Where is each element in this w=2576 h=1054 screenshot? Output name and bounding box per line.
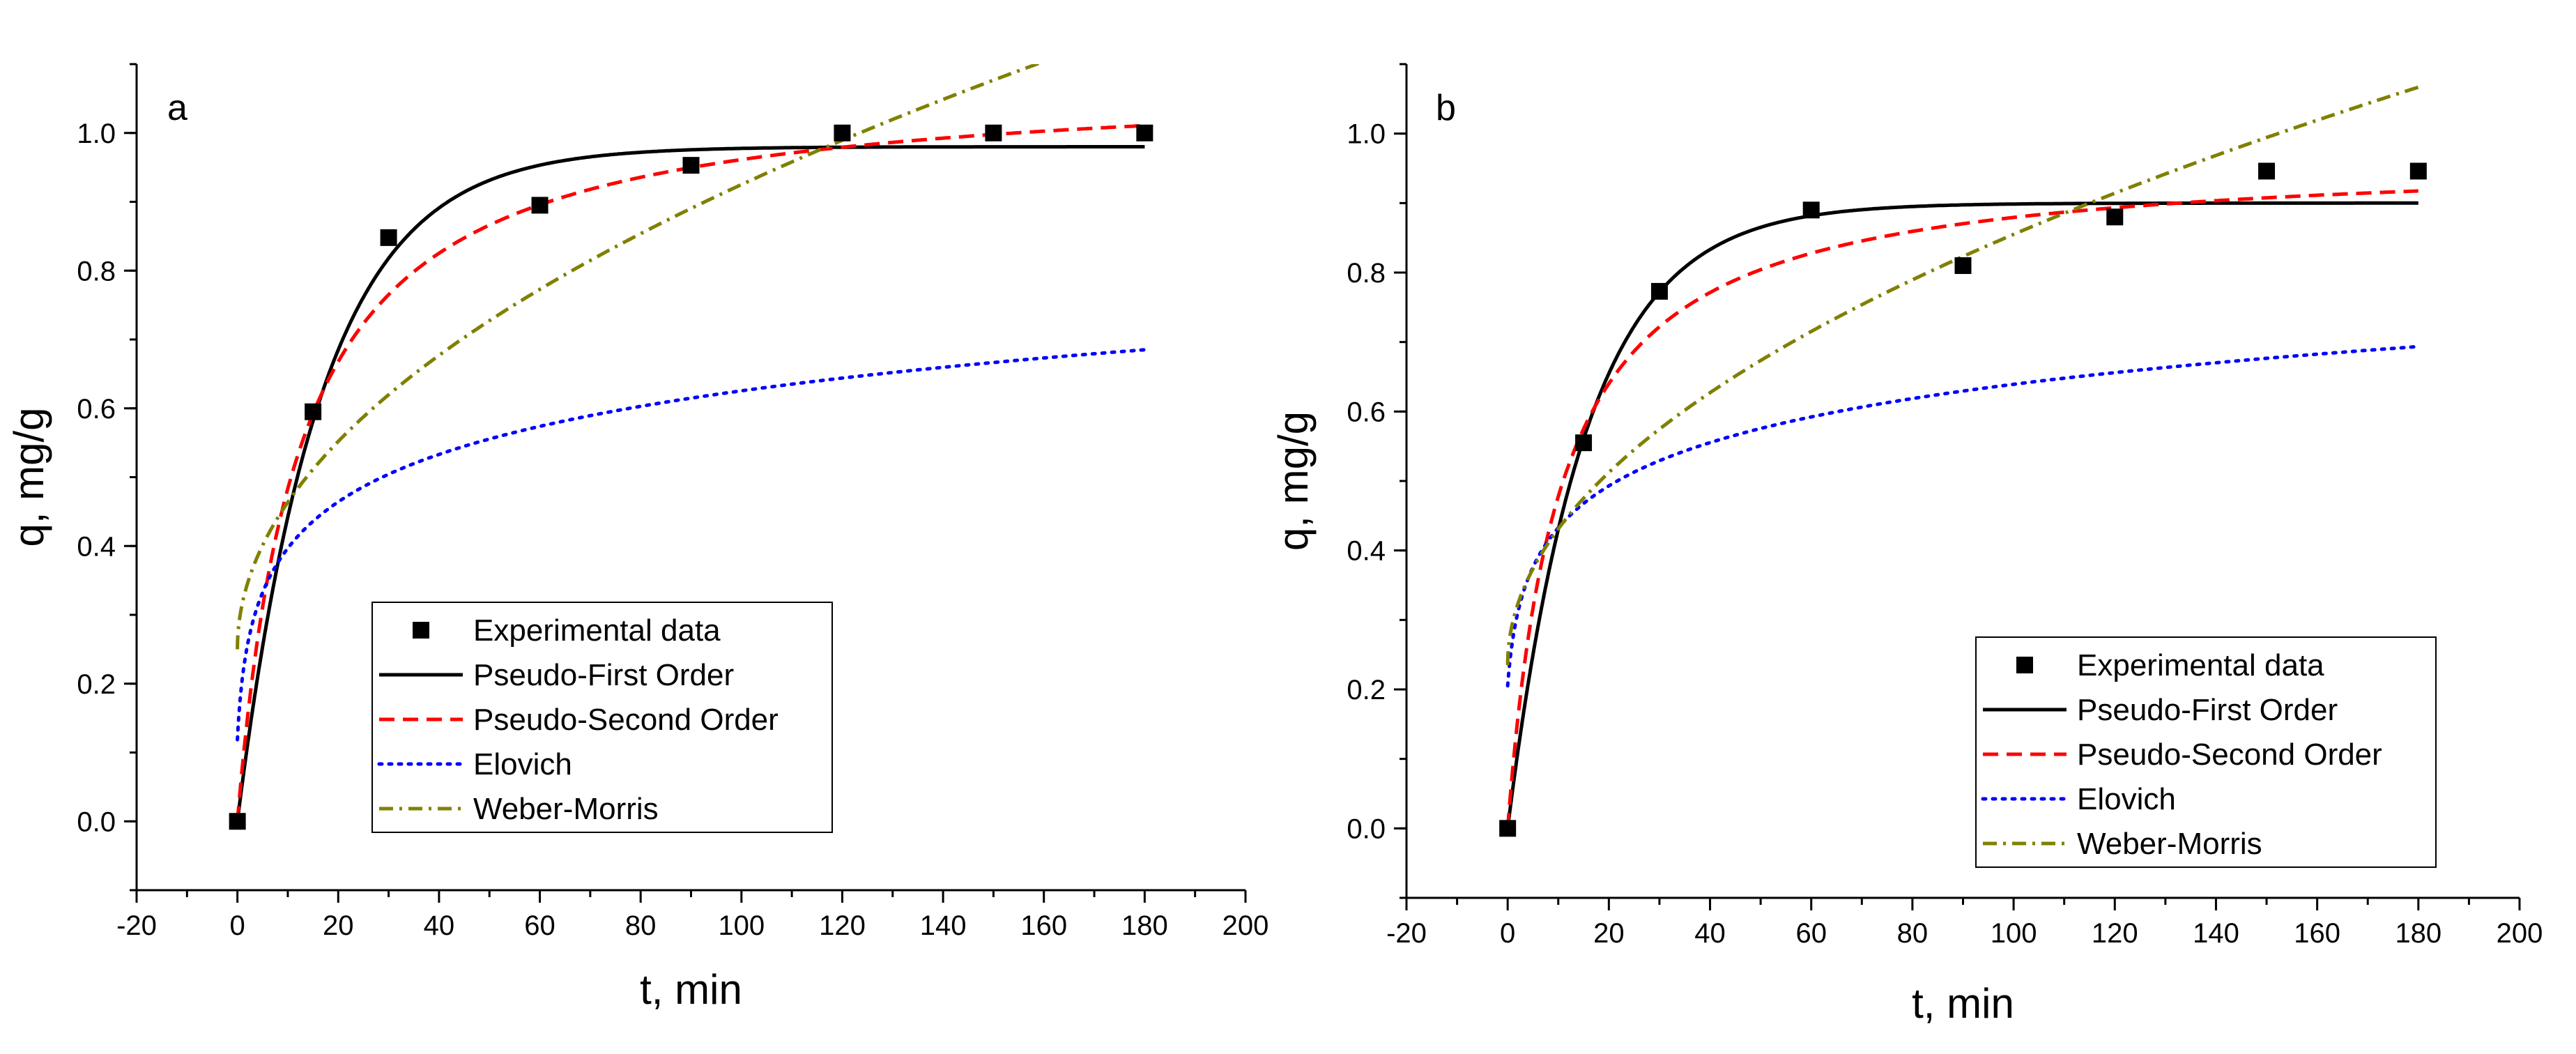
x-tick-label: 0 <box>230 910 245 941</box>
y-tick-label: 1.0 <box>77 119 116 149</box>
x-axis-title: t, min <box>1912 980 2014 1027</box>
x-tick-label: 80 <box>625 910 657 941</box>
legend-marker <box>413 622 429 639</box>
data-point <box>531 197 549 214</box>
data-point <box>834 124 851 142</box>
data-point <box>305 403 322 420</box>
panel-b: -20 0 20 40 60 80 100 120 140 160 180 200 0.0 0.2 0.4 0… <box>1270 63 2543 1027</box>
legend-box <box>371 602 833 833</box>
panel-label: a <box>167 88 187 128</box>
x-tick-label: 40 <box>1694 918 1726 949</box>
data-point <box>1136 124 1153 142</box>
x-tick-label: 40 <box>424 910 455 941</box>
x-tick-label: 200 <box>1222 910 1269 941</box>
data-point <box>1802 201 1820 219</box>
legend-box <box>1975 636 2437 868</box>
y-tick-label: 0.0 <box>77 807 116 837</box>
data-point <box>2106 208 2124 226</box>
y-tick-label: 0.6 <box>1347 397 1386 427</box>
x-tick-label: 160 <box>2294 918 2340 949</box>
x-tick-label: 80 <box>1897 918 1929 949</box>
data-point <box>2409 162 2427 180</box>
x-tick-label: 60 <box>1795 918 1827 949</box>
pseudo-first-order-curve <box>1505 201 2418 829</box>
y-tick-label: 0.2 <box>1347 675 1386 705</box>
y-tick-label: 0.4 <box>1347 536 1386 567</box>
x-tick-label: 120 <box>819 910 866 941</box>
x-tick-label: 200 <box>2497 918 2543 949</box>
x-tick-label: 20 <box>1593 918 1625 949</box>
data-point <box>985 124 1002 142</box>
y-tick-label: 0.8 <box>77 256 116 287</box>
y-tick-label: 0.4 <box>77 531 116 562</box>
legend-label: Elovich <box>2077 782 2176 816</box>
panel-label: b <box>1436 88 1456 128</box>
legend-label: Experimental data <box>2077 648 2324 682</box>
elovich-curve <box>1505 344 2421 688</box>
x-tick-label: 100 <box>718 910 765 941</box>
y-axis-title: q, mg/g <box>1270 411 1317 551</box>
data-point <box>229 813 246 830</box>
y-tick-label: 0.8 <box>1347 258 1386 289</box>
x-tick-label: 140 <box>2193 918 2239 949</box>
legend-label: Pseudo-Second Order <box>2077 738 2382 772</box>
legend-label: Weber-Morris <box>473 792 659 826</box>
y-axis-title: q, mg/g <box>6 407 52 547</box>
data-point <box>682 157 700 174</box>
weber-morris-curve <box>236 64 1042 650</box>
legend-marker <box>2016 657 2033 673</box>
x-tick-label: 0 <box>1500 918 1515 949</box>
x-tick-label: 140 <box>920 910 967 941</box>
legend-label: Elovich <box>473 747 572 781</box>
data-point <box>2258 162 2276 180</box>
x-tick-label: 100 <box>1991 918 2037 949</box>
x-axis-title: t, min <box>640 966 742 1013</box>
pseudo-first-order-curve <box>236 145 1145 823</box>
x-tick-label: 160 <box>1020 910 1067 941</box>
data-point <box>1954 257 1972 275</box>
x-tick-label: -20 <box>1386 918 1427 949</box>
weber-morris-curve <box>1505 85 2419 666</box>
data-point <box>1575 434 1593 452</box>
x-tick-label: 180 <box>1121 910 1168 941</box>
legend-label: Pseudo-First Order <box>2077 693 2338 727</box>
legend: Experimental data Pseudo-First Order Pseud… <box>1975 636 2437 868</box>
data-point <box>1650 282 1668 300</box>
legend-label: Pseudo-Second Order <box>473 703 779 737</box>
legend-label: Pseudo-First Order <box>473 658 734 692</box>
x-tick-label: -20 <box>116 910 157 941</box>
data-point <box>380 229 397 246</box>
pseudo-second-order-curve <box>236 123 1145 823</box>
y-tick-label: 1.0 <box>1347 119 1386 150</box>
panel-a: -20 0 20 40 60 80 100 120 140 160 180 200 0.0 0.2 0.4 0… <box>6 63 1269 1013</box>
x-tick-label: 20 <box>323 910 354 941</box>
y-tick-label: 0.2 <box>77 669 116 700</box>
legend: Experimental data Pseudo-First Order Pseud… <box>371 602 833 833</box>
x-tick-label: 60 <box>524 910 555 941</box>
y-tick-label: 0.0 <box>1347 814 1386 844</box>
x-tick-label: 180 <box>2395 918 2441 949</box>
data-point <box>1499 820 1517 837</box>
y-tick-label: 0.6 <box>77 394 116 425</box>
legend-label: Weber-Morris <box>2077 827 2262 861</box>
x-tick-label: 120 <box>2092 918 2138 949</box>
elovich-curve <box>236 348 1147 742</box>
legend-label: Experimental data <box>473 613 721 648</box>
pseudo-second-order-curve <box>1505 189 2418 829</box>
